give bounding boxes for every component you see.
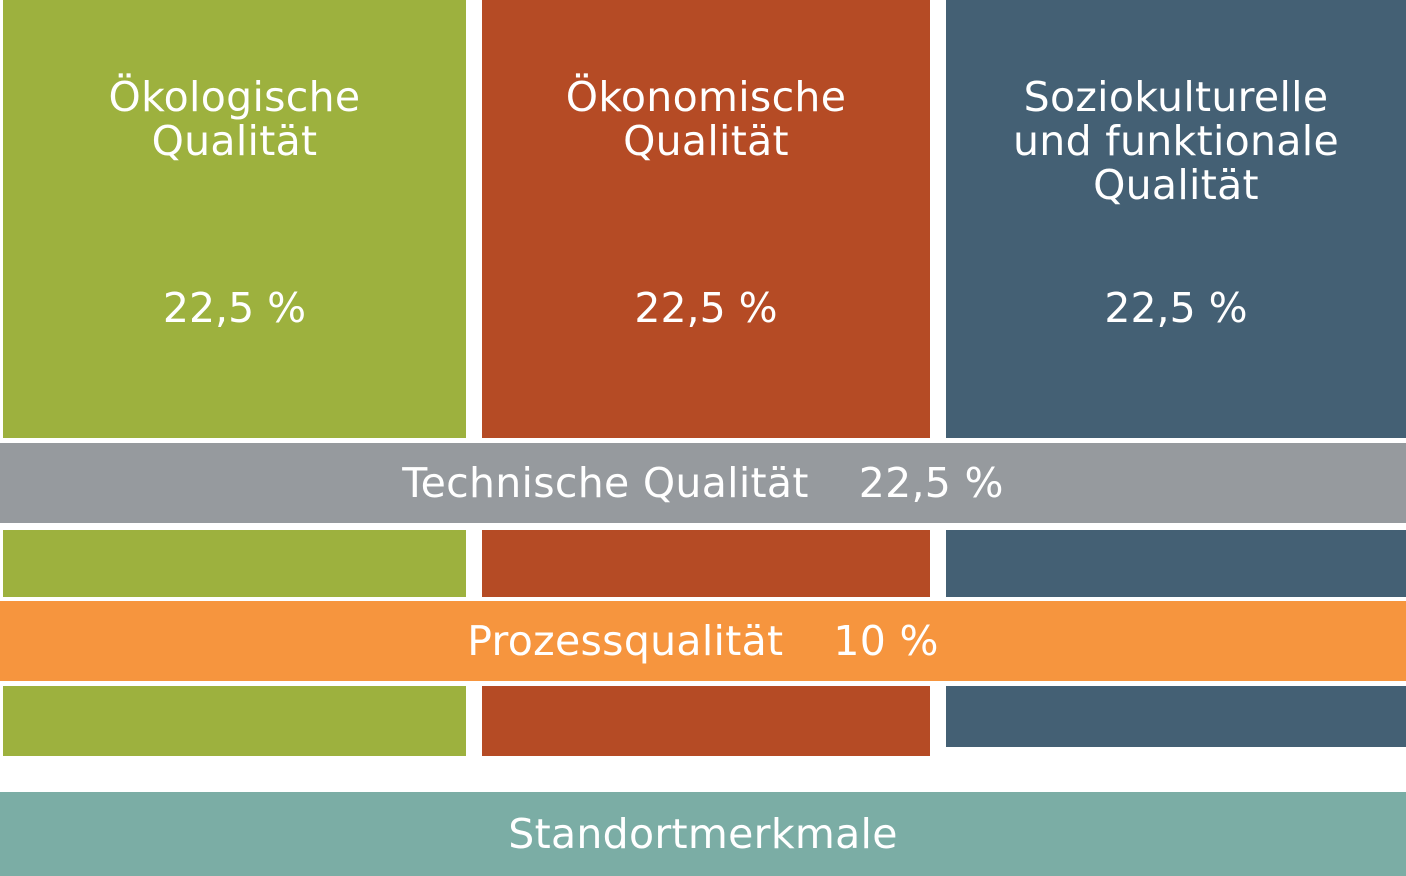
economic-quality-title-line-1: Ökonomische [565,73,847,121]
site-characteristics-band: Standortmerkmale [0,792,1406,876]
sociocultural-quality-bottom-block [946,686,1406,747]
economic-quality-middle-block [482,530,930,597]
ecological-quality-value: 22,5 % [162,284,307,332]
technical-quality-band: Technische Qualität 22,5 % [0,443,1406,523]
ecological-quality-title-line-1: Ökologische [108,73,361,121]
sociocultural-quality-title-line-3: Qualität [1093,161,1259,209]
ecological-quality-title: Ökologische Qualität [3,75,466,163]
technical-quality-value: 22,5 % [858,459,1004,507]
process-quality-label: Prozessqualität [467,617,784,665]
economic-quality-bottom-block [482,686,930,756]
economic-quality-top-block: Ökonomische Qualität 22,5 % [482,0,930,438]
sociocultural-quality-title-line-1: Soziokulturelle [1023,73,1329,121]
technical-quality-label: Technische Qualität [402,459,809,507]
economic-quality-value: 22,5 % [634,284,778,332]
process-quality-value: 10 % [833,617,939,665]
sociocultural-quality-title: Soziokulturelle und funktionale Qualität [946,75,1406,207]
sociocultural-quality-title-line-2: und funktionale [1013,117,1339,165]
ecological-quality-middle-block [3,530,466,597]
process-quality-band: Prozessqualität 10 % [0,601,1406,681]
economic-quality-title: Ökonomische Qualität [482,75,930,163]
sociocultural-quality-top-block: Soziokulturelle und funktionale Qualität… [946,0,1406,438]
ecological-quality-bottom-block [3,686,466,756]
sociocultural-quality-middle-block [946,530,1406,597]
ecological-quality-title-line-2: Qualität [151,117,318,165]
ecological-quality-top-block: Ökologische Qualität 22,5 % [3,0,466,438]
site-characteristics-label: Standortmerkmale [508,810,898,858]
economic-quality-title-line-2: Qualität [623,117,789,165]
sociocultural-quality-value: 22,5 % [1104,284,1248,332]
